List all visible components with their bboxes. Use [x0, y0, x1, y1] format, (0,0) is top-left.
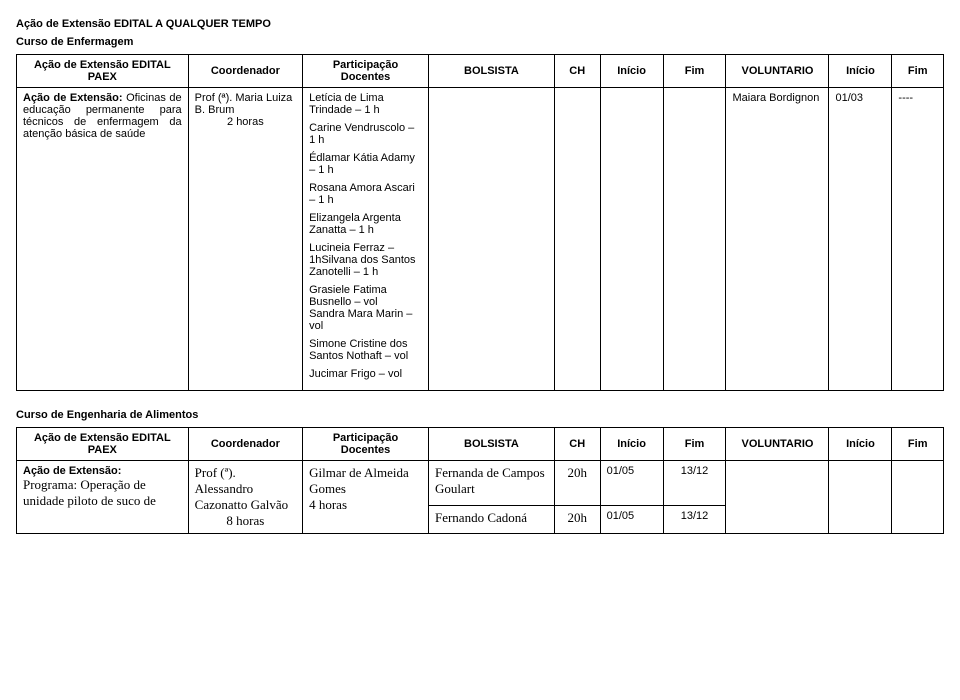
th-fim2: Fim — [892, 55, 944, 88]
part-item: Carine Vendruscolo – 1 h — [309, 122, 422, 146]
th-participacao: Participação Docentes — [303, 428, 429, 461]
table-header-row: Ação de Extensão EDITAL PAEX Coordenador… — [17, 428, 944, 461]
coord-hours: 2 horas — [195, 116, 296, 128]
part-item: Letícia de Lima Trindade – 1 h — [309, 92, 422, 116]
th-inicio2: Início — [829, 428, 892, 461]
th-ch: CH — [554, 55, 600, 88]
part-item: Lucineia Ferraz – 1hSilvana dos Santos Z… — [309, 242, 422, 278]
th-bolsista: BOLSISTA — [428, 55, 554, 88]
cell-inicio: 01/05 — [600, 461, 663, 506]
part-item: Grasiele Fatima Busnello – vol — [309, 284, 422, 308]
cell-ch: 20h — [554, 506, 600, 534]
cell-inicio: 01/05 — [600, 506, 663, 534]
th-inicio: Início — [600, 428, 663, 461]
coord-name: Prof (ª). Maria Luiza B. Brum — [195, 92, 296, 116]
cell-inicio — [600, 88, 663, 391]
th-fim: Fim — [663, 55, 726, 88]
cell-coord: Prof (ª). Alessandro Cazonatto Galvão 8 … — [188, 461, 302, 534]
cell-coord: Prof (ª). Maria Luiza B. Brum 2 horas — [188, 88, 302, 391]
table-engenharia: Ação de Extensão EDITAL PAEX Coordenador… — [16, 427, 944, 534]
th-inicio: Início — [600, 55, 663, 88]
cell-voluntario — [726, 461, 829, 534]
desc-label: Ação de Extensão: — [23, 92, 123, 104]
part-item: Elizangela Argenta Zanatta – 1 h — [309, 212, 422, 236]
cell-fim2: ---- — [892, 88, 944, 391]
cell-fim — [663, 88, 726, 391]
course-heading-2: Curso de Engenharia de Alimentos — [16, 409, 944, 421]
table-enfermagem: Ação de Extensão EDITAL PAEX Coordenador… — [16, 54, 944, 391]
part-hours: 4 horas — [309, 497, 422, 513]
part-item: Rosana Amora Ascari – 1 h — [309, 182, 422, 206]
course-heading-1: Curso de Enfermagem — [16, 36, 944, 48]
cell-participacao: Letícia de Lima Trindade – 1 h Carine Ve… — [303, 88, 429, 391]
table-header-row: Ação de Extensão EDITAL PAEX Coordenador… — [17, 55, 944, 88]
cell-inicio2 — [829, 461, 892, 534]
cell-bolsista — [428, 88, 554, 391]
th-acao: Ação de Extensão EDITAL PAEX — [17, 55, 189, 88]
coord-name: Prof (ª). Alessandro Cazonatto Galvão — [195, 465, 296, 513]
part-item: Simone Cristine dos Santos Nothaft – vol — [309, 338, 422, 362]
cell-desc: Ação de Extensão: Oficinas de educação p… — [17, 88, 189, 391]
cell-ch: 20h — [554, 461, 600, 506]
th-inicio2: Início — [829, 55, 892, 88]
cell-fim: 13/12 — [663, 506, 726, 534]
table-row: Ação de Extensão: Oficinas de educação p… — [17, 88, 944, 391]
cell-bolsista: Fernanda de Campos Goulart — [428, 461, 554, 506]
page-title: Ação de Extensão EDITAL A QUALQUER TEMPO — [16, 18, 944, 30]
table-row: Ação de Extensão: Programa: Operação de … — [17, 461, 944, 506]
th-bolsista: BOLSISTA — [428, 428, 554, 461]
cell-bolsista: Fernando Cadoná — [428, 506, 554, 534]
th-voluntario: VOLUNTARIO — [726, 55, 829, 88]
th-ch: CH — [554, 428, 600, 461]
cell-ch — [554, 88, 600, 391]
th-voluntario: VOLUNTARIO — [726, 428, 829, 461]
cell-desc: Ação de Extensão: Programa: Operação de … — [17, 461, 189, 534]
th-acao: Ação de Extensão EDITAL PAEX — [17, 428, 189, 461]
part-item: Jucimar Frigo – vol — [309, 368, 422, 380]
part-name: Gilmar de Almeida Gomes — [309, 465, 422, 497]
part-item: Sandra Mara Marin – vol — [309, 308, 422, 332]
desc-label: Ação de Extensão: — [23, 465, 121, 477]
th-coordenador: Coordenador — [188, 428, 302, 461]
desc-body: Programa: Operação de unidade piloto de … — [23, 477, 156, 508]
part-item: Édlamar Kátia Adamy – 1 h — [309, 152, 422, 176]
th-fim: Fim — [663, 428, 726, 461]
th-coordenador: Coordenador — [188, 55, 302, 88]
th-fim2: Fim — [892, 428, 944, 461]
th-participacao: Participação Docentes — [303, 55, 429, 88]
coord-hours: 8 horas — [195, 513, 296, 529]
cell-fim: 13/12 — [663, 461, 726, 506]
cell-voluntario: Maiara Bordignon — [726, 88, 829, 391]
cell-participacao: Gilmar de Almeida Gomes 4 horas — [303, 461, 429, 534]
cell-inicio2: 01/03 — [829, 88, 892, 391]
cell-fim2 — [892, 461, 944, 534]
